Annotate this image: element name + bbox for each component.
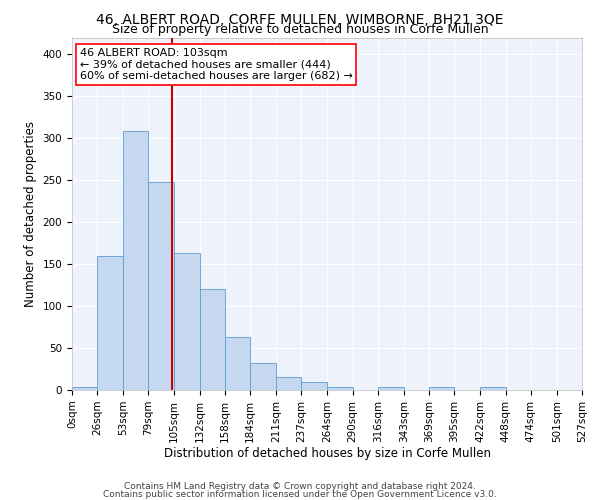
Bar — [301, 382, 328, 390]
Text: Size of property relative to detached houses in Corfe Mullen: Size of property relative to detached ho… — [112, 22, 488, 36]
Text: Contains public sector information licensed under the Open Government Licence v3: Contains public sector information licen… — [103, 490, 497, 499]
Bar — [250, 363, 276, 390]
Bar — [97, 256, 123, 390]
Bar — [123, 132, 148, 390]
Bar — [72, 388, 97, 390]
Bar — [276, 378, 301, 390]
Bar — [225, 337, 250, 390]
Text: Contains HM Land Registry data © Crown copyright and database right 2024.: Contains HM Land Registry data © Crown c… — [124, 482, 476, 491]
X-axis label: Distribution of detached houses by size in Corfe Mullen: Distribution of detached houses by size … — [163, 448, 491, 460]
Bar — [200, 290, 225, 390]
Text: 46 ALBERT ROAD: 103sqm
← 39% of detached houses are smaller (444)
60% of semi-de: 46 ALBERT ROAD: 103sqm ← 39% of detached… — [80, 48, 353, 82]
Bar — [429, 386, 454, 390]
Bar — [481, 386, 506, 390]
Bar — [173, 253, 200, 390]
Text: 46, ALBERT ROAD, CORFE MULLEN, WIMBORNE, BH21 3QE: 46, ALBERT ROAD, CORFE MULLEN, WIMBORNE,… — [96, 12, 504, 26]
Bar — [328, 386, 353, 390]
Bar — [378, 388, 404, 390]
Bar — [148, 182, 173, 390]
Y-axis label: Number of detached properties: Number of detached properties — [24, 120, 37, 306]
